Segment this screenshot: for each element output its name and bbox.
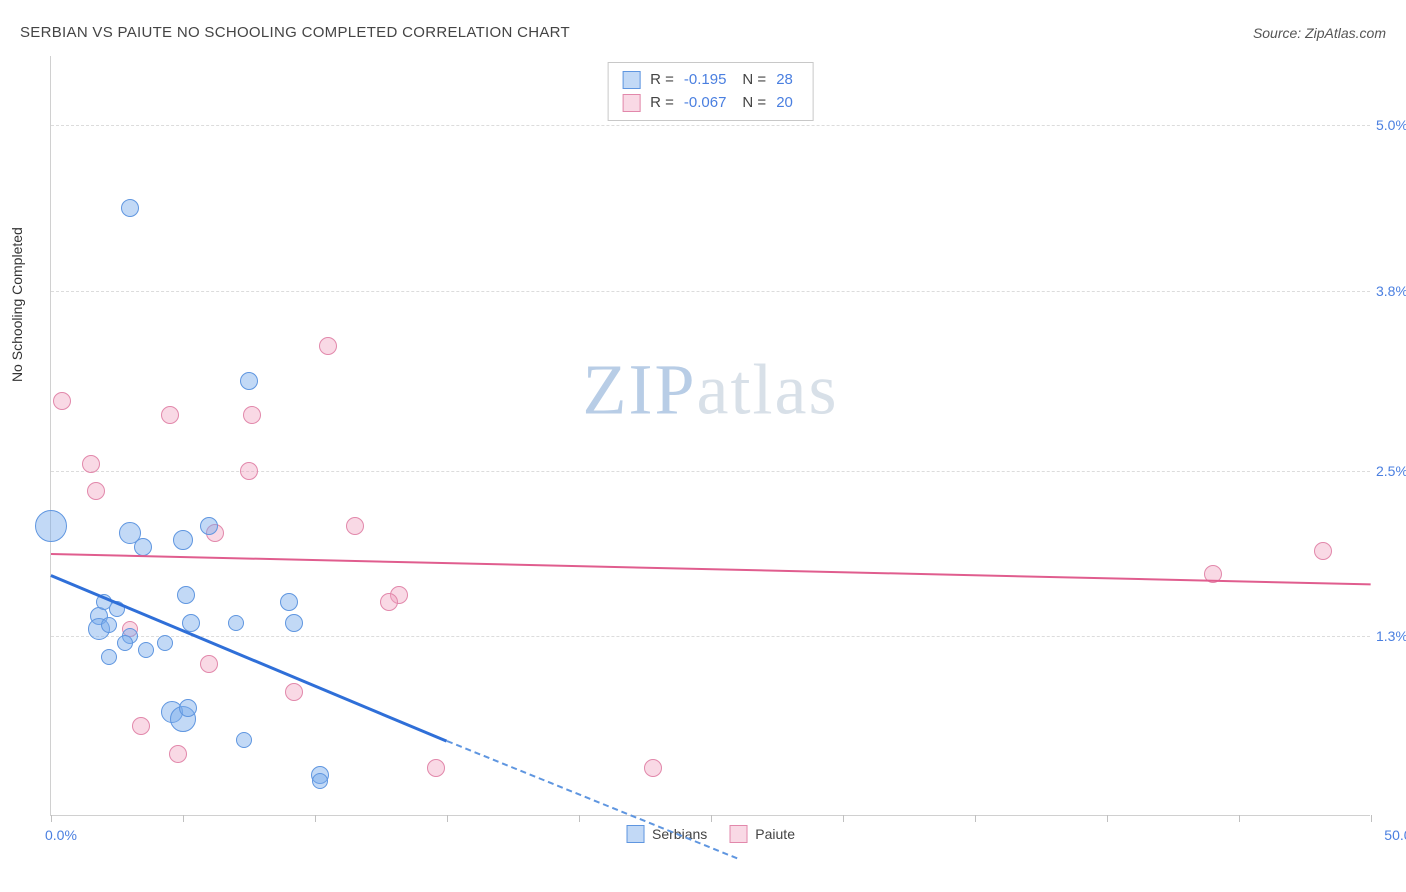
data-point-blue: [138, 642, 154, 658]
chart-source: Source: ZipAtlas.com: [1253, 25, 1386, 41]
legend-series: SerbiansPaiute: [626, 825, 795, 843]
data-point-pink: [240, 462, 258, 480]
chart-header: SERBIAN VS PAIUTE NO SCHOOLING COMPLETED…: [20, 24, 1386, 41]
legend-n-label: N =: [742, 69, 766, 92]
x-axis-min-label: 0.0%: [45, 827, 77, 843]
data-point-blue: [173, 530, 193, 550]
data-point-pink: [644, 759, 662, 777]
data-point-blue: [177, 586, 195, 604]
x-tick: [975, 815, 976, 822]
data-point-blue: [200, 517, 218, 535]
data-point-pink: [319, 337, 337, 355]
y-tick-label: 2.5%: [1376, 463, 1406, 479]
legend-correlation: R = -0.195 N = 28 R = -0.067 N = 20: [607, 62, 814, 121]
legend-n-value: 28: [776, 69, 793, 92]
legend-n-value: 20: [776, 92, 793, 115]
x-tick: [843, 815, 844, 822]
data-point-blue: [236, 732, 252, 748]
data-point-blue: [101, 649, 117, 665]
data-point-pink: [53, 392, 71, 410]
y-tick-label: 3.8%: [1376, 283, 1406, 299]
watermark-bold: ZIP: [583, 349, 697, 429]
data-point-pink: [1314, 542, 1332, 560]
legend-swatch: [622, 71, 640, 89]
watermark-light: atlas: [697, 349, 839, 429]
gridline-h: [51, 125, 1370, 126]
data-point-blue: [240, 372, 258, 390]
data-point-pink: [243, 406, 261, 424]
x-tick: [1239, 815, 1240, 822]
data-point-blue: [134, 538, 152, 556]
y-axis-label: No Schooling Completed: [9, 227, 25, 382]
data-point-pink: [427, 759, 445, 777]
data-point-pink: [285, 683, 303, 701]
x-tick: [51, 815, 52, 822]
data-point-pink: [161, 406, 179, 424]
gridline-h: [51, 636, 1370, 637]
watermark: ZIPatlas: [583, 348, 839, 431]
data-point-blue: [101, 617, 117, 633]
x-tick: [183, 815, 184, 822]
legend-r-value: -0.067: [684, 92, 727, 115]
legend-r-label: R =: [650, 69, 674, 92]
x-tick: [711, 815, 712, 822]
data-point-pink: [200, 655, 218, 673]
plot-area: ZIPatlas No Schooling Completed R =-0.19…: [50, 56, 1370, 816]
data-point-pink: [82, 455, 100, 473]
data-point-blue: [228, 615, 244, 631]
x-tick: [447, 815, 448, 822]
x-tick: [1371, 815, 1372, 822]
data-point-pink: [346, 517, 364, 535]
y-tick-label: 1.3%: [1376, 628, 1406, 644]
y-tick-label: 5.0%: [1376, 117, 1406, 133]
data-point-blue: [117, 635, 133, 651]
legend-n-label: N =: [742, 92, 766, 115]
trend-line: [447, 740, 738, 859]
chart-title: SERBIAN VS PAIUTE NO SCHOOLING COMPLETED…: [20, 24, 570, 41]
legend-corr-row: R = -0.195 N = 28: [622, 69, 799, 92]
x-axis-max-label: 50.0%: [1384, 827, 1406, 843]
legend-series-label: Paiute: [755, 826, 795, 842]
x-tick: [315, 815, 316, 822]
data-point-blue: [35, 510, 67, 542]
data-point-pink: [380, 593, 398, 611]
data-point-blue: [157, 635, 173, 651]
data-point-blue: [121, 199, 139, 217]
data-point-pink: [169, 745, 187, 763]
x-tick: [579, 815, 580, 822]
legend-r-label: R =: [650, 92, 674, 115]
legend-swatch: [626, 825, 644, 843]
plot-wrap: ZIPatlas No Schooling Completed R =-0.19…: [50, 56, 1370, 816]
data-point-blue: [280, 593, 298, 611]
data-point-pink: [87, 482, 105, 500]
data-point-blue: [179, 699, 197, 717]
data-point-blue: [182, 614, 200, 632]
legend-swatch: [729, 825, 747, 843]
data-point-blue: [312, 773, 328, 789]
x-tick: [1107, 815, 1108, 822]
legend-series-item: Paiute: [729, 825, 795, 843]
legend-swatch: [622, 94, 640, 112]
legend-r-value: -0.195: [684, 69, 727, 92]
data-point-pink: [132, 717, 150, 735]
legend-corr-row: R = -0.067 N = 20: [622, 92, 799, 115]
data-point-blue: [285, 614, 303, 632]
gridline-h: [51, 291, 1370, 292]
trend-line: [51, 553, 1371, 585]
